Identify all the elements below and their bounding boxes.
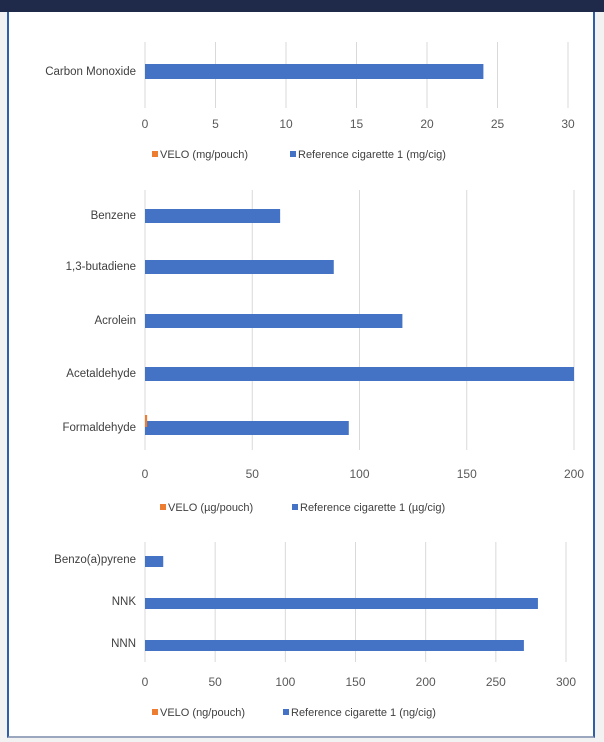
tick-label: 0	[142, 675, 149, 689]
category-label: NNN	[111, 638, 136, 650]
bar-reference	[145, 260, 334, 274]
tick-label: 250	[486, 675, 506, 689]
bar-reference	[145, 640, 524, 651]
tick-label: 200	[416, 675, 436, 689]
tick-label: 15	[350, 117, 364, 131]
tick-label: 200	[564, 467, 584, 481]
legend-swatch-velo	[160, 504, 166, 510]
tick-label: 100	[349, 467, 369, 481]
category-label: NNK	[112, 596, 137, 608]
legend-label-velo: VELO (µg/pouch)	[168, 502, 253, 514]
bar-reference	[145, 598, 538, 609]
bar-reference	[145, 64, 484, 79]
tick-label: 20	[420, 117, 434, 131]
legend-swatch-reference	[292, 504, 298, 510]
tick-label: 30	[561, 117, 575, 131]
tick-label: 5	[212, 117, 219, 131]
bar-reference	[145, 314, 403, 328]
tick-label: 150	[345, 675, 365, 689]
tick-label: 25	[491, 117, 505, 131]
legend-label-reference: Reference cigarette 1 (ng/cig)	[291, 707, 436, 719]
legend-label-velo: VELO (mg/pouch)	[160, 149, 248, 161]
legend-swatch-reference	[283, 709, 289, 715]
category-label: 1,3-butadiene	[66, 261, 136, 273]
tick-label: 100	[275, 675, 295, 689]
tick-label: 50	[246, 467, 260, 481]
tick-label: 0	[142, 467, 149, 481]
tick-label: 0	[142, 117, 149, 131]
bar-reference	[145, 367, 574, 381]
legend-label-reference: Reference cigarette 1 (µg/cig)	[300, 502, 445, 514]
tick-label: 300	[556, 675, 576, 689]
legend-swatch-velo	[152, 151, 158, 157]
window-top-bar	[0, 0, 604, 12]
legend-swatch-velo	[152, 709, 158, 715]
tick-label: 10	[279, 117, 293, 131]
tick-label: 150	[457, 467, 477, 481]
bar-reference	[145, 209, 281, 223]
bar-reference	[145, 421, 349, 435]
category-label: Acrolein	[94, 315, 136, 327]
category-label: Carbon Monoxide	[45, 66, 136, 78]
category-label: Benzo(a)pyrene	[54, 554, 136, 566]
category-label: Benzene	[91, 210, 136, 222]
tick-label: 50	[208, 675, 222, 689]
legend-label-velo: VELO (ng/pouch)	[160, 707, 245, 719]
category-label: Acetaldehyde	[66, 368, 136, 380]
legend-swatch-reference	[290, 151, 296, 157]
bar-velo	[145, 415, 148, 427]
bar-reference	[145, 556, 164, 567]
category-label: Formaldehyde	[62, 422, 136, 434]
legend-label-reference: Reference cigarette 1 (mg/cig)	[298, 149, 446, 161]
